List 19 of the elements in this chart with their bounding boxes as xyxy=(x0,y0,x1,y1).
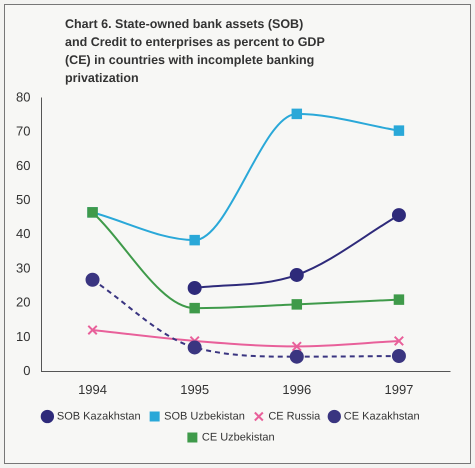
x-tick-label: 1997 xyxy=(384,382,414,397)
legend-label: CE Russia xyxy=(268,410,322,423)
chart-title: Chart 6. State-owned bank assets (SOB) and Credit to enterprises as percent to GDP (CE) in countries with incomplete banking privatization xyxy=(65,16,325,87)
legend-label: SOB Kazakhstan xyxy=(56,410,141,423)
y-tick-label: 70 xyxy=(16,124,30,139)
y-tick-label: 30 xyxy=(16,260,30,276)
x-tick-label: 1996 xyxy=(282,382,312,397)
legend-label: SOB Uzbekistan xyxy=(164,410,245,423)
y-tick-label: 80 xyxy=(16,89,30,104)
legend-label: CE Kazakhstan xyxy=(344,410,420,423)
x-tick-label: 1995 xyxy=(180,382,210,397)
y-tick-label: 10 xyxy=(16,328,30,344)
legend-label: CE Uzbekistan xyxy=(202,432,275,444)
y-tick-label: 60 xyxy=(16,158,30,173)
y-tick-label: 50 xyxy=(16,192,30,207)
y-tick-label: 40 xyxy=(16,226,30,242)
x-tick-label: 1994 xyxy=(78,382,107,397)
y-tick-label: 0 xyxy=(23,362,30,378)
y-tick-label: 20 xyxy=(16,294,30,310)
